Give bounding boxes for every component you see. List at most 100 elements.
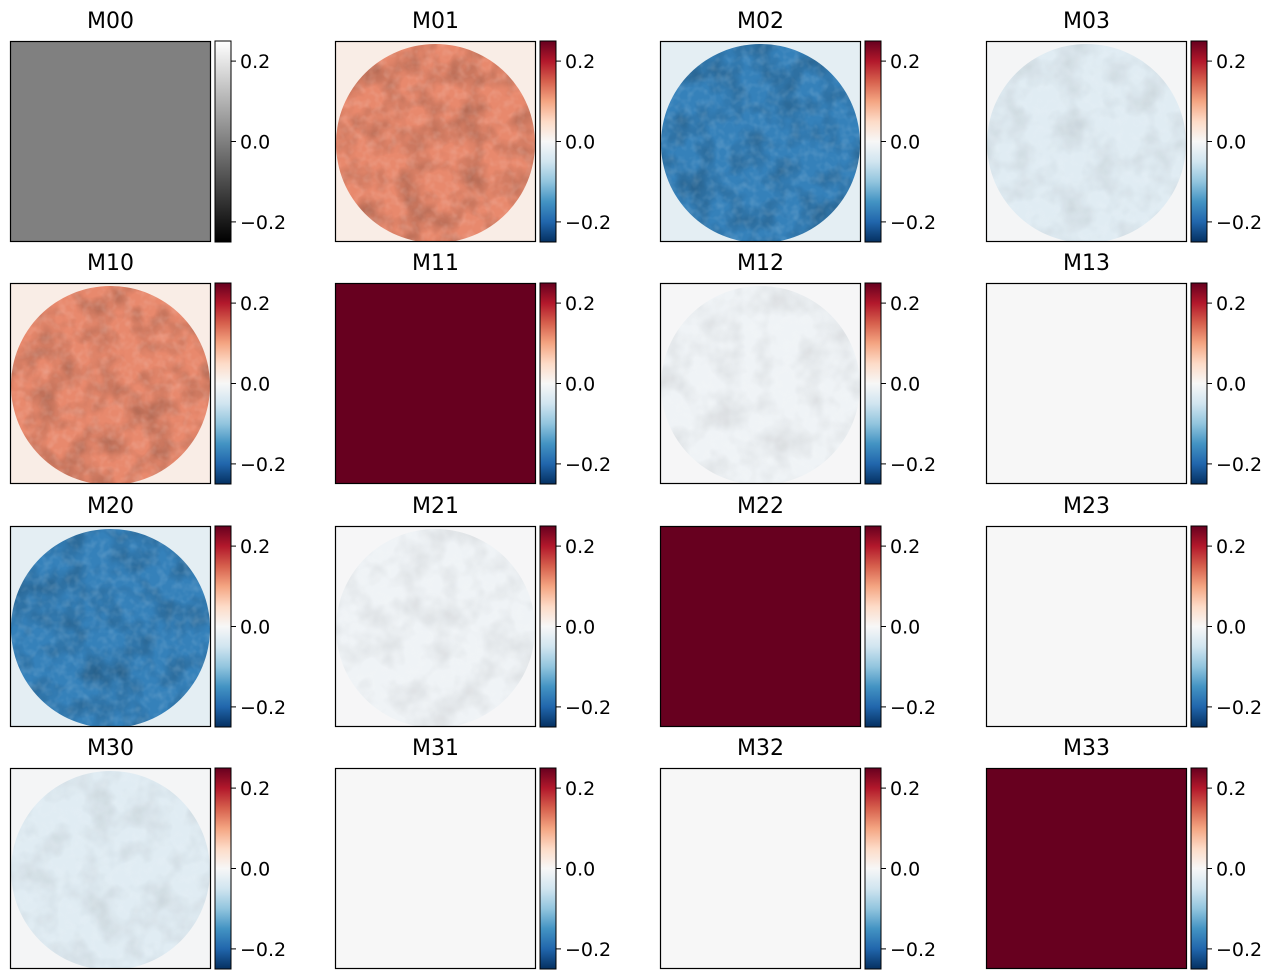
colorbar-tick-label: 0.0 (1216, 859, 1246, 881)
panel-image (659, 525, 862, 728)
colorbar-tick-label: 0.2 (1216, 51, 1246, 73)
image-frame (334, 767, 537, 970)
colorbar-gradient (539, 767, 557, 970)
colorbar-tick-label: 0.2 (890, 778, 920, 800)
colorbar-tick-label: 0.0 (890, 859, 920, 881)
panel-m23: M23 0.2 0.0 −0.2 (985, 494, 1262, 728)
image-fill (660, 526, 861, 727)
image-frame (985, 767, 1188, 970)
colorbar-gradient (864, 767, 882, 970)
image-fill (660, 768, 861, 969)
image-frame (659, 767, 862, 970)
panel-m13: M13 0.2 0.0 −0.2 (985, 251, 1262, 485)
panel-image (9, 525, 212, 728)
image-frame (334, 525, 537, 728)
colorbar-tick-label: −0.2 (240, 697, 286, 719)
image-fill (986, 768, 1187, 969)
colorbar: 0.2 0.0 −0.2 (214, 525, 286, 728)
colorbar-gradient (214, 767, 232, 970)
colorbar-tick-label: 0.0 (1216, 374, 1246, 396)
image-fill (986, 283, 1187, 484)
colorbar: 0.2 0.0 −0.2 (539, 282, 611, 485)
image-fill (335, 283, 536, 484)
colorbar: 0.2 0.0 −0.2 (864, 525, 936, 728)
colorbar-tick-label: 0.2 (565, 51, 595, 73)
colorbar-gradient (539, 525, 557, 728)
aperture-speckle (11, 771, 210, 969)
colorbar-tick-label: −0.2 (240, 212, 286, 234)
colorbar: 0.2 0.0 −0.2 (214, 40, 286, 243)
panel-image (659, 282, 862, 485)
colorbar-tick-label: −0.2 (565, 939, 611, 961)
image-frame (985, 525, 1188, 728)
colorbar-tick-label: −0.2 (1216, 697, 1262, 719)
panel-image (659, 767, 862, 970)
colorbar: 0.2 0.0 −0.2 (1190, 767, 1262, 970)
panel-title: M01 (412, 9, 459, 34)
panel-image (9, 40, 212, 243)
panel-image (659, 40, 862, 243)
colorbar-tick-label: −0.2 (890, 212, 936, 234)
image-frame (9, 767, 212, 970)
panel-m02: M02 0.2 0.0 −0.2 (659, 9, 936, 243)
colorbar-gradient (864, 40, 882, 243)
colorbar-tick-label: 0.0 (890, 374, 920, 396)
colorbar: 0.2 0.0 −0.2 (539, 767, 611, 970)
colorbar-tick-label: 0.0 (1216, 617, 1246, 639)
panel-m01: M01 0.2 0.0 −0.2 (334, 9, 611, 243)
colorbar-tick-label: 0.2 (890, 293, 920, 315)
colorbar-tick-label: 0.0 (565, 859, 595, 881)
colorbar: 0.2 0.0 −0.2 (539, 40, 611, 243)
panel-title: M33 (1063, 736, 1110, 761)
colorbar: 0.2 0.0 −0.2 (1190, 282, 1262, 485)
colorbar-gradient (539, 40, 557, 243)
panel-m03: M03 0.2 0.0 −0.2 (985, 9, 1262, 243)
panel-title: M20 (87, 494, 134, 519)
colorbar-gradient (214, 282, 232, 485)
panel-image (985, 40, 1188, 243)
panel-image (985, 282, 1188, 485)
colorbar-gradient (864, 525, 882, 728)
image-frame (9, 525, 212, 728)
image-frame (9, 282, 212, 485)
panel-title: M11 (412, 251, 459, 276)
aperture-speckle (336, 529, 535, 727)
colorbar-gradient (1190, 40, 1208, 243)
colorbar-tick-label: 0.2 (240, 536, 270, 558)
colorbar: 0.2 0.0 −0.2 (864, 767, 936, 970)
image-fill (986, 526, 1187, 727)
colorbar-tick-label: −0.2 (240, 939, 286, 961)
panel-title: M22 (737, 494, 784, 519)
colorbar: 0.2 0.0 −0.2 (1190, 40, 1262, 243)
colorbar-gradient (214, 40, 232, 243)
colorbar: 0.2 0.0 −0.2 (1190, 525, 1262, 728)
colorbar: 0.2 0.0 −0.2 (539, 525, 611, 728)
colorbar-tick-label: 0.2 (565, 293, 595, 315)
image-frame (334, 282, 537, 485)
colorbar-tick-label: −0.2 (890, 939, 936, 961)
colorbar-tick-label: 0.0 (565, 132, 595, 154)
panel-title: M10 (87, 251, 134, 276)
colorbar-tick-label: 0.0 (890, 617, 920, 639)
aperture-speckle (661, 286, 860, 484)
colorbar-tick-label: −0.2 (1216, 212, 1262, 234)
colorbar: 0.2 0.0 −0.2 (214, 282, 286, 485)
colorbar-tick-label: −0.2 (565, 212, 611, 234)
colorbar-tick-label: 0.2 (240, 293, 270, 315)
colorbar-gradient (1190, 525, 1208, 728)
colorbar-tick-label: −0.2 (565, 697, 611, 719)
colorbar-tick-label: 0.2 (890, 536, 920, 558)
colorbar-tick-label: 0.2 (565, 536, 595, 558)
panel-title: M12 (737, 251, 784, 276)
colorbar-tick-label: 0.2 (890, 51, 920, 73)
colorbar-tick-label: 0.0 (240, 617, 270, 639)
colorbar: 0.2 0.0 −0.2 (864, 282, 936, 485)
colorbar-gradient (1190, 282, 1208, 485)
colorbar: 0.2 0.0 −0.2 (214, 767, 286, 970)
colorbar-tick-label: −0.2 (240, 454, 286, 476)
colorbar-tick-label: −0.2 (890, 697, 936, 719)
colorbar-gradient (1190, 767, 1208, 970)
colorbar-gradient (214, 525, 232, 728)
image-frame (985, 40, 1188, 243)
